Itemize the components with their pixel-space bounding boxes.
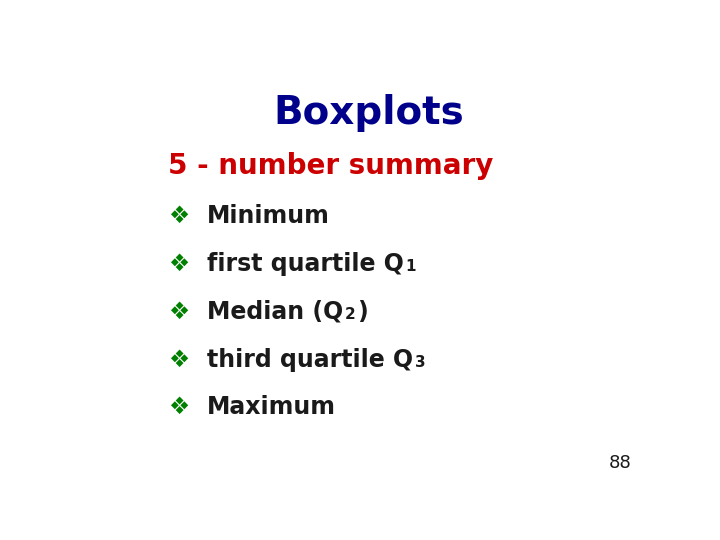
Text: Maximum: Maximum <box>207 395 336 420</box>
Text: ❖: ❖ <box>168 395 189 420</box>
Text: first quartile Q: first quartile Q <box>207 252 404 276</box>
Text: ): ) <box>357 300 368 323</box>
Text: 88: 88 <box>608 454 631 472</box>
Text: Median (Q: Median (Q <box>207 300 343 323</box>
Text: Boxplots: Boxplots <box>274 94 464 132</box>
Text: Minimum: Minimum <box>207 204 330 228</box>
Text: ❖: ❖ <box>168 300 189 323</box>
Text: 3: 3 <box>415 355 426 370</box>
Text: 2: 2 <box>345 307 356 322</box>
Text: ❖: ❖ <box>168 348 189 372</box>
Text: 2: 2 <box>345 307 356 322</box>
Text: ❖: ❖ <box>168 252 189 276</box>
Text: 5 - number summary: 5 - number summary <box>168 152 493 180</box>
Text: 1: 1 <box>406 259 416 274</box>
Text: ❖: ❖ <box>168 204 189 228</box>
Text: third quartile Q: third quartile Q <box>207 348 413 372</box>
